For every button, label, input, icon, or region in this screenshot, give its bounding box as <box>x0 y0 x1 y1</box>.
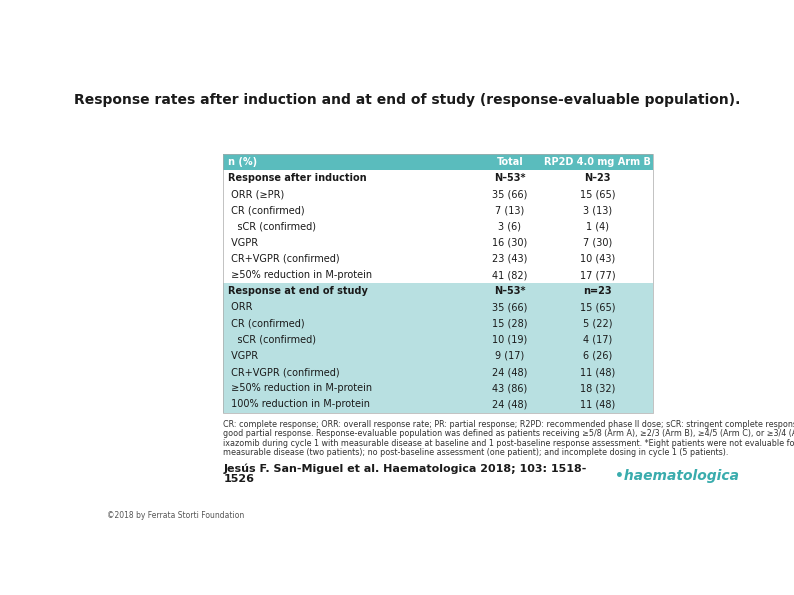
Text: 100% reduction in M-protein: 100% reduction in M-protein <box>228 399 370 409</box>
Text: Response at end of study: Response at end of study <box>228 286 368 296</box>
Text: n=23: n=23 <box>584 286 612 296</box>
Text: n (%): n (%) <box>228 157 257 167</box>
Bar <box>223 364 653 380</box>
Text: Total: Total <box>496 157 523 167</box>
Bar <box>223 186 653 202</box>
Text: 35 (66): 35 (66) <box>492 302 528 312</box>
Text: 10 (19): 10 (19) <box>492 335 528 345</box>
Text: ORR: ORR <box>228 302 252 312</box>
Bar <box>223 331 653 348</box>
Text: 1526: 1526 <box>223 474 254 484</box>
Bar <box>223 154 653 412</box>
Text: 15 (65): 15 (65) <box>580 189 615 199</box>
Text: 23 (43): 23 (43) <box>492 254 528 264</box>
Bar <box>223 202 653 218</box>
Bar <box>223 170 653 186</box>
Text: 9 (17): 9 (17) <box>495 351 525 361</box>
Text: 3 (6): 3 (6) <box>499 221 522 231</box>
Bar <box>223 299 653 315</box>
Text: Response after induction: Response after induction <box>228 173 367 183</box>
Bar <box>223 396 653 412</box>
Text: CR (confirmed): CR (confirmed) <box>228 205 305 215</box>
Bar <box>223 251 653 267</box>
Bar <box>223 380 653 396</box>
Bar <box>223 348 653 364</box>
Text: 5 (22): 5 (22) <box>583 318 612 328</box>
Text: 43 (86): 43 (86) <box>492 383 528 393</box>
Text: sCR (confirmed): sCR (confirmed) <box>228 335 316 345</box>
Text: 24 (48): 24 (48) <box>492 367 528 377</box>
Text: 24 (48): 24 (48) <box>492 399 528 409</box>
Text: 17 (77): 17 (77) <box>580 270 615 280</box>
Text: CR: complete response; ORR: overall response rate; PR: partial response; R2PD: r: CR: complete response; ORR: overall resp… <box>223 420 794 429</box>
Text: VGPR: VGPR <box>228 238 258 248</box>
Text: N–23: N–23 <box>584 173 611 183</box>
Bar <box>223 218 653 234</box>
Text: measurable disease (two patients); no post-baseline assessment (one patient); an: measurable disease (two patients); no po… <box>223 448 729 457</box>
Text: 6 (26): 6 (26) <box>583 351 612 361</box>
Text: 18 (32): 18 (32) <box>580 383 615 393</box>
Bar <box>223 154 653 170</box>
Bar <box>223 283 653 299</box>
Text: ≥50% reduction in M-protein: ≥50% reduction in M-protein <box>228 383 372 393</box>
Bar <box>223 315 653 331</box>
Text: VGPR: VGPR <box>228 351 258 361</box>
Text: good partial response. Response-evaluable population was defined as patients rec: good partial response. Response-evaluabl… <box>223 430 794 439</box>
Text: CR+VGPR (confirmed): CR+VGPR (confirmed) <box>228 254 340 264</box>
Text: N–53*: N–53* <box>494 173 526 183</box>
Text: ixazomib during cycle 1 with measurable disease at baseline and 1 post-baseline : ixazomib during cycle 1 with measurable … <box>223 439 794 447</box>
Bar <box>223 267 653 283</box>
Text: RP2D 4.0 mg Arm B: RP2D 4.0 mg Arm B <box>544 157 651 167</box>
Text: 10 (43): 10 (43) <box>580 254 615 264</box>
Text: ≥50% reduction in M-protein: ≥50% reduction in M-protein <box>228 270 372 280</box>
Text: Response rates after induction and at end of study (response-evaluable populatio: Response rates after induction and at en… <box>74 93 740 107</box>
Text: 3 (13): 3 (13) <box>583 205 612 215</box>
Text: N–53*: N–53* <box>494 286 526 296</box>
Text: •haematologica: •haematologica <box>615 469 738 483</box>
Text: 7 (13): 7 (13) <box>495 205 525 215</box>
Text: 35 (66): 35 (66) <box>492 189 528 199</box>
Text: 11 (48): 11 (48) <box>580 399 615 409</box>
Text: CR+VGPR (confirmed): CR+VGPR (confirmed) <box>228 367 340 377</box>
Text: ©2018 by Ferrata Storti Foundation: ©2018 by Ferrata Storti Foundation <box>107 511 245 520</box>
Text: ORR (≥PR): ORR (≥PR) <box>228 189 284 199</box>
Text: 1 (4): 1 (4) <box>586 221 609 231</box>
Text: 41 (82): 41 (82) <box>492 270 528 280</box>
Bar <box>223 234 653 251</box>
Text: 7 (30): 7 (30) <box>583 238 612 248</box>
Text: 16 (30): 16 (30) <box>492 238 528 248</box>
Text: sCR (confirmed): sCR (confirmed) <box>228 221 316 231</box>
Text: CR (confirmed): CR (confirmed) <box>228 318 305 328</box>
Text: Jesús F. San-Miguel et al. Haematologica 2018; 103: 1518-: Jesús F. San-Miguel et al. Haematologica… <box>223 464 587 474</box>
Text: 11 (48): 11 (48) <box>580 367 615 377</box>
Text: 15 (28): 15 (28) <box>492 318 528 328</box>
Text: 15 (65): 15 (65) <box>580 302 615 312</box>
Text: 4 (17): 4 (17) <box>583 335 612 345</box>
